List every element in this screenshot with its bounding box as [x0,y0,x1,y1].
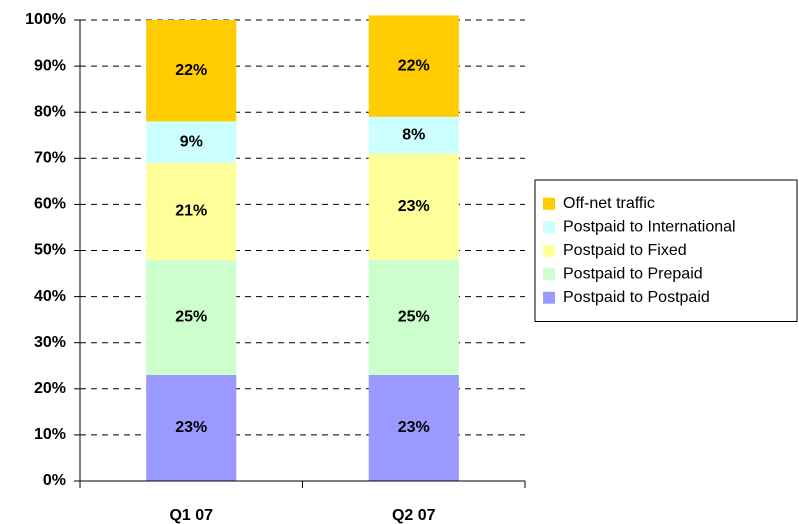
bar-segment [368,259,459,375]
x-tick-label: Q2 07 [392,507,436,524]
y-tick-label: 50% [34,242,66,259]
bar-segment [146,20,237,122]
data-label: 23% [398,419,430,436]
legend-box [534,179,798,322]
x-tick-label: Q1 07 [169,507,213,524]
data-label: 9% [180,133,203,150]
y-tick-label: 20% [34,380,66,397]
bar-segment [146,259,237,375]
data-label: 23% [398,198,430,215]
bar-segment [146,121,237,163]
legend-swatch [543,244,555,257]
legend-swatch [543,268,555,281]
y-tick-label: 40% [34,288,66,305]
bar-segment [368,153,459,260]
data-label: 23% [175,419,207,436]
bar-segment [146,162,237,260]
data-label: 21% [175,203,207,220]
legend-swatch [543,197,555,210]
legend-label: Postpaid to Postpaid [563,289,710,306]
y-tick-label: 60% [34,196,66,213]
y-tick-label: 0% [43,472,66,489]
bar-segment [368,116,459,154]
y-tick-label: 80% [34,103,66,120]
y-tick-label: 30% [34,334,66,351]
legend-label: Postpaid to Prepaid [563,265,703,282]
bar-segment [368,374,459,481]
y-tick-label: 90% [34,57,66,74]
y-tick-label: 100% [25,11,66,28]
y-tick-label: 70% [34,150,66,167]
data-label: 25% [175,309,207,326]
legend-label: Off-net traffic [563,195,655,212]
data-label: 22% [175,62,207,79]
legend-label: Postpaid to International [563,218,736,235]
legend-label: Postpaid to Fixed [563,242,687,259]
legend-swatch [543,221,555,234]
data-label: 25% [398,309,430,326]
legend-swatch [543,291,555,304]
y-tick-label: 10% [34,426,66,443]
data-label: 22% [398,57,430,74]
bar-segment [146,374,237,481]
data-label: 8% [402,126,425,143]
bar-segment [368,15,459,117]
